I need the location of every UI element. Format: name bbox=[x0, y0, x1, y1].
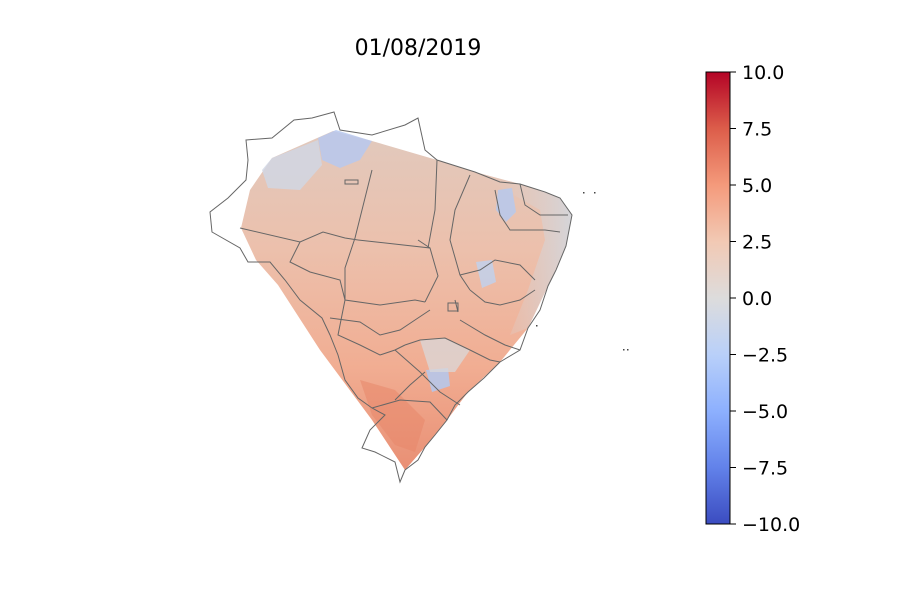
neutral-east-band bbox=[475, 172, 572, 335]
colorbar-tick-label: −7.5 bbox=[742, 458, 788, 480]
negative-anomaly-central-east bbox=[476, 260, 496, 288]
map-title: 01/08/2019 bbox=[354, 36, 482, 61]
state-borders bbox=[209, 111, 573, 484]
colorbar-tick-label: 5.0 bbox=[742, 175, 772, 197]
colorbar-tick-label: −10.0 bbox=[742, 514, 800, 536]
negative-anomaly-north bbox=[318, 130, 372, 168]
colorbar-tick-label: 0.0 bbox=[742, 288, 772, 310]
colorbar-ticks: 10.0 7.5 5.0 2.5 0.0 −2.5 −5.0 −7.5 −10.0 bbox=[730, 62, 800, 536]
colorbar-gradient bbox=[705, 71, 731, 525]
islands bbox=[536, 192, 629, 351]
anomaly-field bbox=[241, 131, 572, 470]
positive-anomaly-south bbox=[360, 380, 425, 452]
colorbar-tick-label: −5.0 bbox=[742, 401, 788, 423]
colorbar-tick-label: −2.5 bbox=[742, 345, 788, 367]
negative-anomaly-southeast bbox=[426, 368, 450, 392]
negative-anomaly-northwest bbox=[262, 140, 322, 190]
colorbar-tick-label: 7.5 bbox=[742, 119, 772, 141]
neutral-southeast bbox=[420, 338, 470, 372]
negative-anomaly-northeast bbox=[496, 188, 516, 222]
colorbar-tick-label: 10.0 bbox=[742, 62, 784, 84]
colorbar-tick-label: 2.5 bbox=[742, 232, 772, 254]
